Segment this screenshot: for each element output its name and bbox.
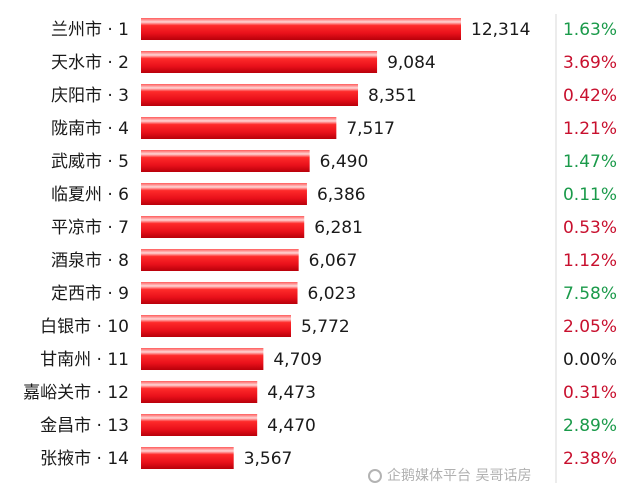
value-label: 6,023 [308,284,357,304]
value-label: 4,709 [273,350,322,370]
watermark-text: 企鹅媒体平台 吴哥话房 [387,468,532,484]
bar-1 [141,18,461,40]
category-label: 天水市 · 2 [51,53,129,73]
percent-label: 0.42% [563,86,617,106]
value-label: 3,567 [244,449,293,469]
percent-label: 1.12% [563,251,617,271]
value-label: 9,084 [387,53,436,73]
bar-9 [141,282,298,304]
bar-10 [141,315,291,337]
bar-12 [141,381,258,403]
percent-label: 2.38% [563,449,617,469]
bar-14 [141,447,234,469]
percent-label: 2.05% [563,317,617,337]
value-label: 8,351 [368,86,417,106]
percent-label: 3.69% [563,53,617,73]
category-label: 金昌市 · 13 [40,416,129,436]
bar-4 [141,117,337,139]
percent-label: 7.58% [563,284,617,304]
category-label: 平凉市 · 7 [51,218,129,238]
percent-label: 1.47% [563,152,617,172]
category-label: 甘南州 · 11 [40,350,129,370]
watermark: 企鹅媒体平台 吴哥话房 [368,465,531,485]
percent-label: 0.00% [563,350,617,370]
percent-label: 0.53% [563,218,617,238]
bar-11 [141,348,264,370]
category-label: 张掖市 · 14 [40,449,129,469]
category-label: 酒泉市 · 8 [51,251,129,271]
value-label: 7,517 [346,119,395,139]
percent-label: 1.21% [563,119,617,139]
value-label: 12,314 [471,20,530,40]
category-label: 兰州市 · 1 [51,20,129,40]
category-label: 定西市 · 9 [51,284,129,304]
bar-13 [141,414,258,436]
value-label: 6,386 [317,185,366,205]
bar-3 [141,84,359,106]
value-label: 6,281 [314,218,363,238]
category-label: 嘉峪关市 · 12 [23,383,129,403]
category-label: 陇南市 · 4 [51,119,129,139]
value-label: 4,470 [267,416,316,436]
bar-7 [141,216,305,238]
percent-label: 2.89% [563,416,617,436]
category-label: 庆阳市 · 3 [51,86,129,106]
value-label: 5,772 [301,317,350,337]
value-label: 6,490 [320,152,369,172]
value-label: 4,473 [267,383,316,403]
category-label: 白银市 · 10 [40,317,129,337]
category-label: 武威市 · 5 [51,152,129,172]
bar-2 [141,51,378,73]
percent-label: 1.63% [563,20,617,40]
penguin-icon [368,469,382,483]
bar-5 [141,150,310,172]
percent-label: 0.31% [563,383,617,403]
value-label: 6,067 [309,251,358,271]
category-label: 临夏州 · 6 [51,185,129,205]
bar-8 [141,249,299,271]
percent-label: 0.11% [563,185,617,205]
bar-6 [141,183,307,205]
